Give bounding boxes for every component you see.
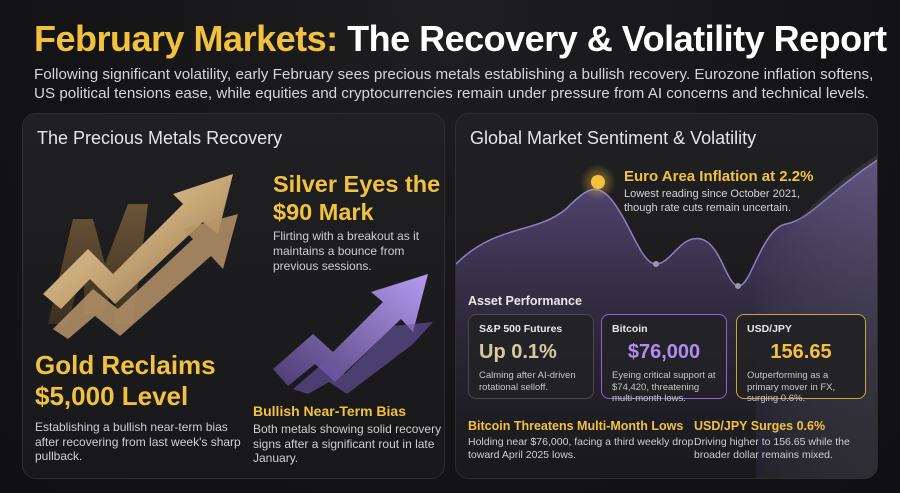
title-rest: The Recovery & Volatility Report [337, 18, 887, 59]
usdjpy-description: Outperforming as a primary mover in FX, … [747, 370, 836, 404]
bitcoin-value: $76,000 [627, 341, 701, 363]
purple-rising-arrow-icon [273, 274, 433, 394]
precious-metals-panel: The Precious Metals Recovery Silver Eyes… [22, 113, 445, 479]
market-sentiment-panel: Global Market Sentiment & Volatility Eur… [455, 113, 878, 479]
usdjpy-news-headline: USD/JPY Surges 0.6% [694, 419, 826, 433]
bitcoin-label: Bitcoin [612, 323, 648, 335]
bitcoin-card: Bitcoin $76,000 Eyeing critical support … [601, 314, 727, 404]
sentiment-panel-title: Global Market Sentiment & Volatility [470, 128, 757, 148]
bitcoin-news-headline: Bitcoin Threatens Multi-Month Lows [468, 419, 684, 433]
report-header: February Markets: The Recovery & Volatil… [34, 18, 887, 103]
wave-point [735, 283, 741, 289]
gold-description: Establishing a bullish near-term bias af… [35, 420, 241, 463]
euro-inflation-headline: Euro Area Inflation at 2.2% [624, 168, 814, 185]
sp500-label: S&P 500 Futures [479, 323, 563, 335]
bitcoin-news-description: Holding near $76,000, facing a third wee… [468, 436, 694, 461]
page-subtitle: Following significant volatility, early … [34, 66, 874, 102]
usdjpy-label: USD/JPY [747, 323, 792, 335]
gold-headline: Gold Reclaims $5,000 Level [35, 350, 216, 411]
glowing-dot-icon [591, 175, 605, 189]
title-highlight: February Markets: [34, 18, 338, 59]
asset-performance-title: Asset Performance [468, 294, 582, 308]
sp500-value: Up 0.1% [479, 341, 557, 363]
usdjpy-value: 156.65 [770, 341, 832, 363]
bitcoin-description: Eyeing critical support at $74,420, thre… [612, 370, 716, 404]
euro-inflation-description: Lowest reading since October 2021, thoug… [624, 188, 801, 214]
usdjpy-news-description: Driving higher to 156.65 while the broad… [694, 436, 850, 461]
silver-description: Flirting with a breakout as it maintains… [273, 229, 420, 273]
metals-panel-title: The Precious Metals Recovery [37, 128, 283, 148]
bias-description: Both metals showing solid recovery signs… [253, 422, 442, 465]
sp500-card: S&P 500 Futures Up 0.1% Calming after AI… [468, 314, 594, 399]
silver-headline: Silver Eyes the $90 Mark [273, 171, 441, 225]
wave-point [653, 261, 659, 267]
bias-headline: Bullish Near-Term Bias [253, 403, 407, 419]
sp500-description: Calming after AI-driven rotational sello… [479, 370, 576, 393]
gold-rising-arrows-icon [43, 174, 238, 339]
usdjpy-card: USD/JPY 156.65 Outperforming as a primar… [736, 314, 866, 404]
page-title: February Markets: The Recovery & Volatil… [34, 18, 887, 60]
